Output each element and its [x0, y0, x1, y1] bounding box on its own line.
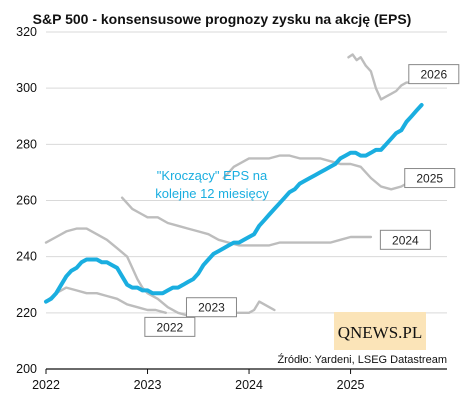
source-note: Źródło: Yardeni, LSEG Datastream [277, 353, 447, 366]
series-labels: 2022 2023 2024 2025 2026 [144, 64, 460, 337]
callout-line-1: "Kroczący" EPS na [157, 168, 268, 183]
y-tick-label: 280 [16, 137, 37, 151]
x-tick-label: 2022 [32, 378, 60, 392]
series-label-2023: 2023 [198, 301, 225, 315]
series-label-2025: 2025 [416, 172, 443, 186]
series-line-2022 [44, 286, 168, 314]
logo: QNEWS.PL [334, 312, 426, 350]
series-line-2024 [120, 196, 373, 247]
series-label-2026: 2026 [420, 68, 447, 82]
logo-text: QNEWS.PL [338, 323, 423, 342]
y-tick-label: 320 [16, 25, 37, 39]
callout-line-2: kolejne 12 miesięcy [155, 186, 269, 201]
gridlines [46, 31, 447, 370]
y-tick-label: 300 [16, 81, 37, 95]
y-tick-label: 200 [16, 362, 37, 376]
series-label-box-2025 [404, 168, 456, 189]
series-label-box-2026 [408, 64, 460, 85]
y-tick-label: 260 [16, 194, 37, 208]
series-label-2024: 2024 [392, 233, 419, 247]
series-label-box-2023 [185, 297, 237, 318]
series-line-2023 [44, 227, 276, 317]
x-tick-label: 2024 [235, 378, 263, 392]
series-line-2025 [222, 154, 423, 191]
series-line-forward-eps [44, 103, 424, 304]
x-tick-label: 2023 [134, 378, 162, 392]
series-label-box-2024 [379, 229, 431, 250]
y-tick-label: 240 [16, 250, 37, 264]
x-tick-label: 2025 [337, 378, 365, 392]
y-tick-label: 220 [16, 306, 37, 320]
series-label-2022: 2022 [157, 320, 184, 334]
chart-title: S&P 500 - konsensusowe prognozy zysku na… [33, 11, 412, 27]
callout-forward-eps: "Kroczący" EPS na kolejne 12 miesięcy [155, 168, 269, 201]
series-lines [44, 53, 424, 317]
series-label-box-2022 [144, 316, 196, 337]
axes: 200 220 240 260 280 300 320 2022 2023 2024 2025 [16, 25, 447, 392]
